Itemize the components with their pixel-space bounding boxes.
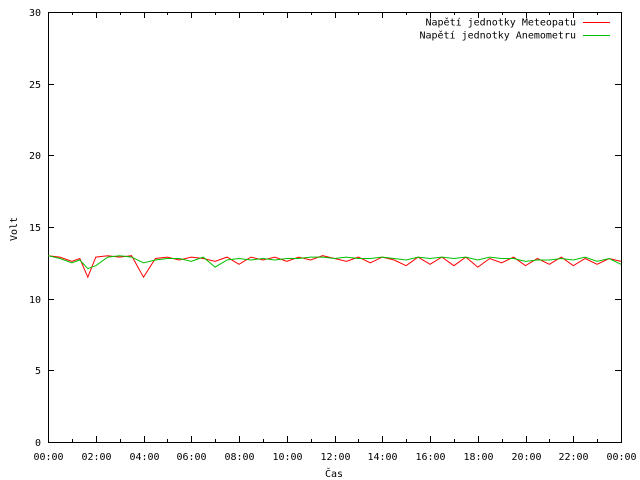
y-tick-label: 15 xyxy=(29,223,41,234)
x-tick-label: 06:00 xyxy=(176,452,206,463)
x-tick-label: 20:00 xyxy=(511,452,541,463)
y-tick-label: 20 xyxy=(29,151,41,162)
x-axis: 00:00 02:00 04:00 06:00 08:00 10:00 12:00 14:00… xyxy=(33,12,637,463)
x-tick-label: 08:00 xyxy=(224,452,254,463)
x-tick-label: 10:00 xyxy=(272,452,302,463)
x-axis-label: Čas xyxy=(325,467,343,480)
y-axis-label: Volt xyxy=(9,217,20,241)
plot-frame xyxy=(48,12,622,443)
series-line-2 xyxy=(47,255,622,270)
y-tick-label: 0 xyxy=(35,438,41,449)
series-group xyxy=(47,255,622,279)
x-tick-label: 02:00 xyxy=(81,452,111,463)
y-tick-label: 30 xyxy=(29,8,41,19)
series-line-1 xyxy=(47,255,622,279)
x-tick-label: 00:00 xyxy=(606,452,636,463)
legend-label-2: Napětí jednotky Anemometru xyxy=(419,30,576,42)
x-tick-label: 22:00 xyxy=(558,452,588,463)
x-tick-label: 00:00 xyxy=(33,452,63,463)
y-tick-label: 10 xyxy=(29,295,41,306)
x-tick-label: 12:00 xyxy=(320,452,350,463)
y-tick-label: 5 xyxy=(35,366,41,377)
y-tick-label: 25 xyxy=(29,80,41,91)
x-tick-label: 14:00 xyxy=(367,452,397,463)
x-tick-label: 04:00 xyxy=(129,452,159,463)
x-tick-label: 18:00 xyxy=(463,452,493,463)
legend-label-1: Napětí jednotky Meteopatu xyxy=(425,17,576,29)
x-tick-label: 16:00 xyxy=(415,452,445,463)
y-axis: 0 5 10 15 20 25 30 xyxy=(29,8,621,449)
